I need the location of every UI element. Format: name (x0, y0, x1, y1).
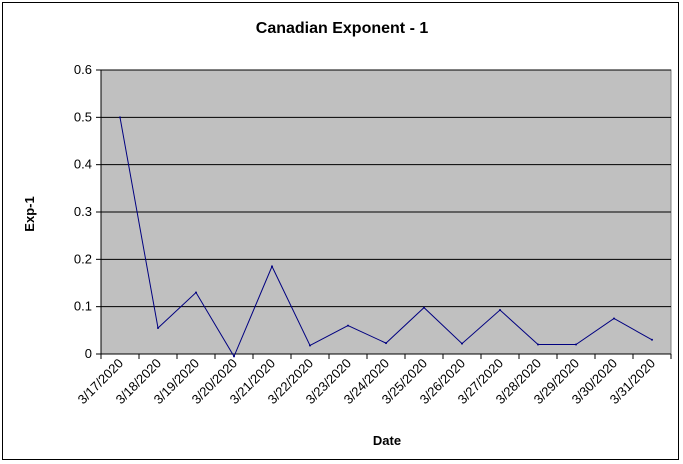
data-point (537, 343, 539, 346)
data-point (309, 344, 311, 347)
x-axis-title: Date (373, 433, 401, 448)
series-layer (119, 116, 653, 358)
chart: Canadian Exponent - 1 0 0.1 0.2 0.3 0.4 0.5 0.… (22, 20, 672, 448)
data-point (385, 342, 387, 345)
y-axis-title: Exp-1 (22, 196, 37, 231)
data-point (347, 324, 349, 327)
chart-title: Canadian Exponent - 1 (256, 20, 429, 37)
y-tick-label: 0.3 (74, 204, 92, 219)
data-point (157, 326, 159, 329)
y-tick-label: 0.6 (74, 62, 92, 77)
y-tick-label: 0.4 (74, 157, 92, 172)
y-tick-label: 0.1 (74, 299, 92, 314)
data-point (575, 343, 577, 346)
data-point (195, 291, 197, 294)
data-point (651, 338, 653, 341)
y-tick-label: 0.5 (74, 109, 92, 124)
y-axis: 0 0.1 0.2 0.3 0.4 0.5 0.6 (74, 62, 102, 361)
data-point (423, 306, 425, 309)
y-tick-label: 0.2 (74, 251, 92, 266)
data-point (271, 265, 273, 268)
data-point (233, 355, 235, 358)
y-tick-label: 0 (85, 346, 92, 361)
data-point (461, 342, 463, 345)
data-point (119, 116, 121, 119)
x-axis: 3/17/20203/18/20203/19/20203/20/20203/21… (75, 353, 672, 407)
gridlines (101, 69, 671, 308)
data-point (613, 317, 615, 320)
chart-frame: Canadian Exponent - 1 0 0.1 0.2 0.3 0.4 0.5 0.… (2, 2, 679, 460)
data-point (499, 308, 501, 311)
